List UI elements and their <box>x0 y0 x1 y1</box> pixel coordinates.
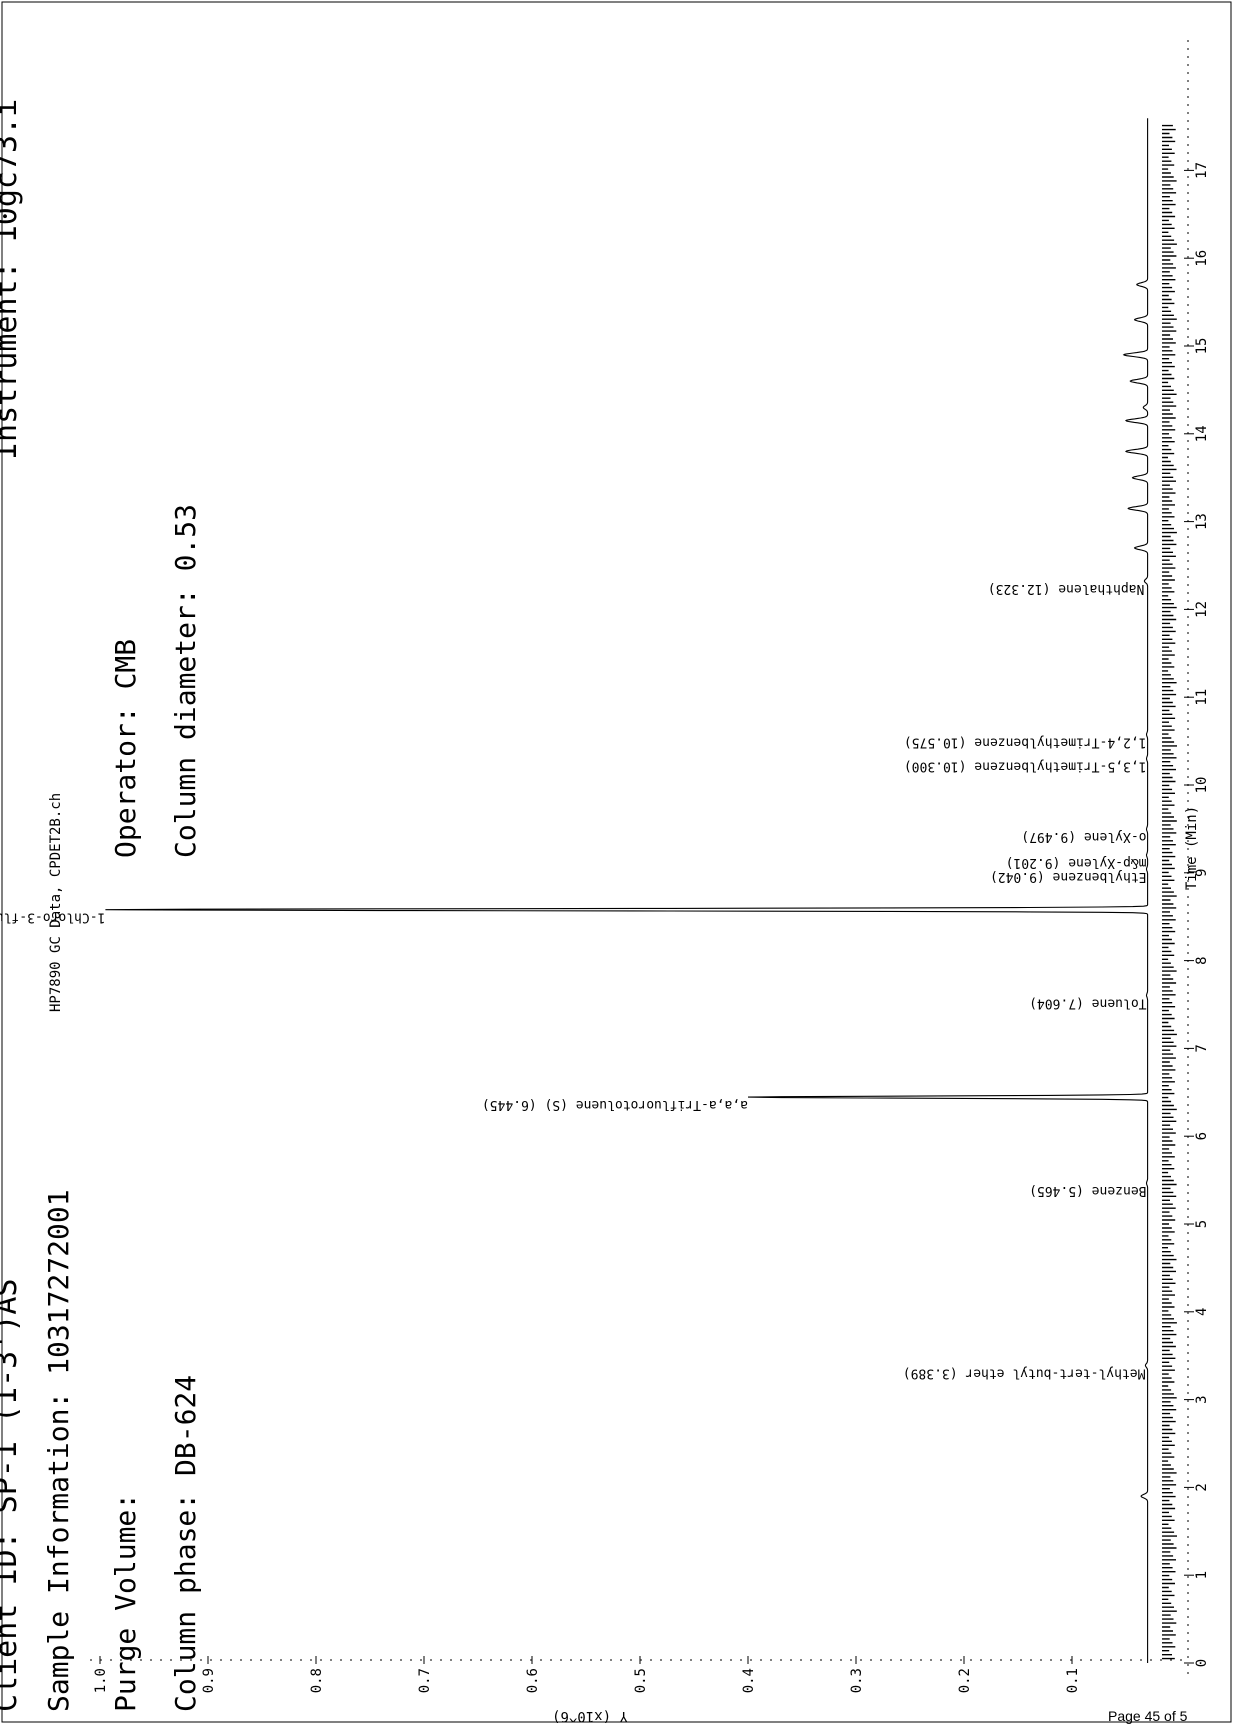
operator: Operator: CMB <box>109 639 142 858</box>
chart-axes <box>90 40 1189 1680</box>
time-tick-label: 16 <box>1194 250 1210 267</box>
peak-label: 1-Chloro-3-fluorobenzene (I) (8.58) <box>0 910 105 925</box>
time-tick-label: 12 <box>1194 601 1210 618</box>
peak-label: Benzene (5.465) <box>1029 1183 1146 1198</box>
column-diameter: Column diameter: 0.53 <box>169 504 202 858</box>
time-tick-label: 8 <box>1194 956 1210 964</box>
client-id-line: Client ID: SP-1 (1-3')AS <box>0 1279 24 1712</box>
time-tick-label: 17 <box>1194 162 1210 179</box>
baseline-noise-band <box>1162 124 1177 1660</box>
peak-label: 1,3,5-Trimethylbenzene (10.300) <box>904 759 1147 774</box>
peak-label: m&p-Xylene (9.201) <box>1006 855 1147 870</box>
time-tick-label: 0 <box>1194 1659 1210 1667</box>
peak-label: Toluene (7.604) <box>1029 995 1146 1010</box>
data-file-title: HP7890 GC Data, CPDET2B.ch <box>48 793 64 1012</box>
time-tick-label: 2 <box>1194 1483 1210 1491</box>
purge-volume: Purge Volume: <box>109 1493 142 1712</box>
time-tick-label: 4 <box>1194 1308 1210 1316</box>
time-tick-label: 1 <box>1194 1571 1210 1579</box>
intensity-tick-label: 0.3 <box>849 1668 865 1693</box>
time-tick-label: 7 <box>1194 1044 1210 1052</box>
time-tick-label: 6 <box>1194 1132 1210 1140</box>
peak-label: Ethylbenzene (9.042) <box>990 869 1147 884</box>
y-axis-label: Y (x10^6) <box>552 1708 628 1724</box>
peak-label: 1,2,4-Trimethylbenzene (10.575) <box>904 735 1147 750</box>
intensity-tick-label: 0.8 <box>309 1668 325 1693</box>
chart-ticks: 012345678910111213141516170.10.20.30.40.… <box>93 162 1210 1693</box>
peak-label: Methyl-tert-butyl ether (3.389) <box>903 1365 1146 1380</box>
peak-label: a,a,a-Trifluorotoluene (S) (6.445) <box>482 1097 748 1112</box>
intensity-tick-label: 0.2 <box>957 1668 973 1693</box>
time-tick-label: 15 <box>1194 338 1210 355</box>
page-number: Page 45 of 5 <box>1108 1708 1188 1724</box>
instrument-line: Instrument: 10gc73.i <box>0 99 24 460</box>
intensity-tick-label: 0.7 <box>417 1668 433 1693</box>
time-tick-label: 3 <box>1194 1395 1210 1403</box>
peak-label: o-Xylene (9.497) <box>1021 829 1146 844</box>
intensity-tick-label: 0.4 <box>741 1668 757 1693</box>
time-tick-label: 10 <box>1194 777 1210 794</box>
chart-trace <box>105 118 1177 1663</box>
intensity-tick-label: 1.0 <box>93 1668 109 1693</box>
time-tick-label: 14 <box>1194 425 1210 442</box>
chart-peak-labels: Methyl-tert-butyl ether (3.389) Benzene (… <box>0 581 1147 1380</box>
intensity-tick-label: 0.1 <box>1065 1668 1081 1693</box>
sample-information: Sample Information: 10317272001 <box>42 1189 75 1712</box>
column-phase: Column phase: DB-624 <box>169 1375 202 1712</box>
x-axis-label: Time (Min) <box>1184 806 1200 890</box>
intensity-tick-label: 0.5 <box>633 1668 649 1693</box>
time-tick-label: 13 <box>1194 513 1210 530</box>
peak-label: Naphthalene (12.323) <box>988 581 1145 596</box>
intensity-tick-label: 0.9 <box>201 1668 217 1693</box>
intensity-tick-label: 0.6 <box>525 1668 541 1693</box>
time-tick-label: 5 <box>1194 1220 1210 1228</box>
time-tick-label: 11 <box>1194 689 1210 706</box>
chromatogram-trace <box>105 118 1149 1663</box>
time-tick-label: 9 <box>1194 869 1210 877</box>
